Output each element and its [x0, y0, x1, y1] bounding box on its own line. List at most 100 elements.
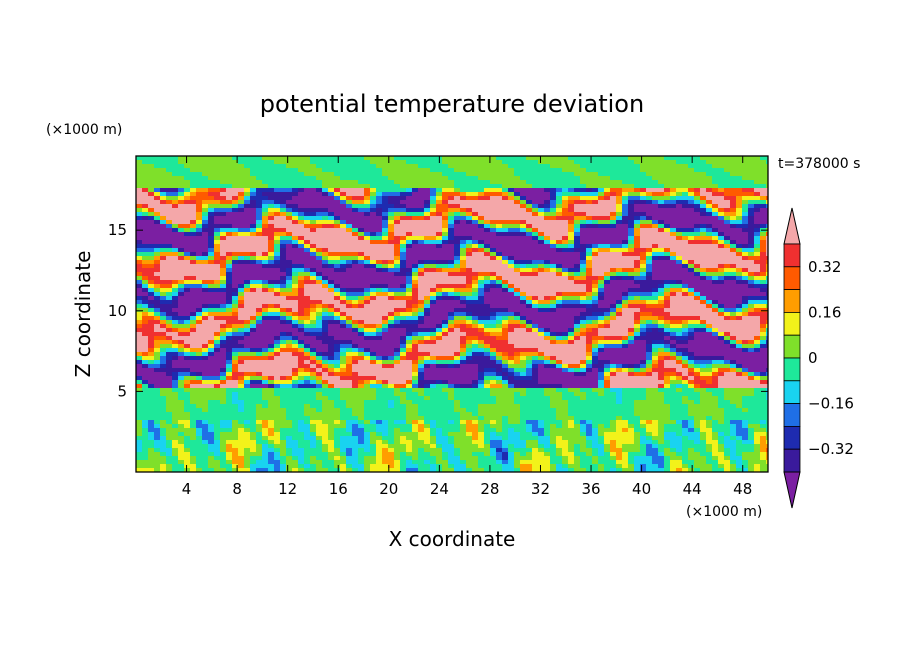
field-cell: [172, 276, 179, 281]
field-cell: [574, 224, 581, 229]
field-cell: [418, 224, 425, 229]
field-cell: [370, 216, 377, 221]
field-cell: [334, 296, 341, 301]
field-cell: [238, 328, 245, 333]
field-cell: [568, 212, 575, 217]
field-cell: [298, 248, 305, 253]
field-cell: [184, 288, 191, 293]
field-cell: [172, 284, 179, 289]
field-cell: [586, 336, 593, 341]
field-cell: [220, 268, 227, 273]
field-cell: [664, 328, 671, 333]
field-cell: [430, 276, 437, 281]
field-cell: [352, 160, 359, 165]
field-cell: [208, 312, 215, 317]
field-cell: [526, 336, 533, 341]
field-cell: [148, 340, 155, 345]
field-cell: [496, 280, 503, 285]
field-cell: [382, 204, 389, 209]
field-cell: [742, 272, 749, 277]
field-cell: [340, 188, 347, 193]
field-cell: [448, 272, 455, 277]
field-cell: [316, 276, 323, 281]
field-cell: [178, 264, 185, 269]
field-cell: [706, 276, 713, 281]
field-cell: [454, 316, 461, 321]
field-cell: [178, 212, 185, 217]
field-cell: [640, 312, 647, 317]
field-cell: [544, 204, 551, 209]
field-cell: [526, 212, 533, 217]
field-cell: [526, 188, 533, 193]
field-cell: [520, 316, 527, 321]
field-cell: [676, 204, 683, 209]
field-cell: [184, 328, 191, 333]
field-cell: [412, 176, 419, 181]
field-cell: [592, 316, 599, 321]
field-cell: [196, 192, 203, 197]
field-cell: [406, 220, 413, 225]
field-cell: [250, 160, 257, 165]
field-cell: [292, 336, 299, 341]
field-cell: [676, 336, 683, 341]
field-cell: [184, 320, 191, 325]
field-cell: [166, 336, 173, 341]
field-cell: [544, 336, 551, 341]
field-cell: [142, 336, 149, 341]
field-cell: [712, 236, 719, 241]
field-cell: [334, 188, 341, 193]
field-cell: [316, 300, 323, 305]
field-cell: [442, 220, 449, 225]
field-cell: [154, 192, 161, 197]
field-cell: [616, 160, 623, 165]
field-cell: [250, 292, 257, 297]
field-cell: [766, 288, 768, 293]
field-cell: [340, 228, 347, 233]
field-cell: [160, 248, 167, 253]
field-cell: [742, 216, 749, 221]
field-cell: [394, 280, 401, 285]
field-cell: [574, 284, 581, 289]
field-cell: [466, 272, 473, 277]
field-cell: [610, 332, 617, 337]
field-cell: [736, 272, 743, 277]
field-cell: [742, 200, 749, 205]
field-cell: [712, 156, 719, 161]
field-cell: [532, 248, 539, 253]
field-cell: [658, 212, 665, 217]
field-cell: [448, 316, 455, 321]
field-cell: [358, 260, 365, 265]
field-cell: [622, 164, 629, 169]
field-cell: [442, 196, 449, 201]
field-cell: [172, 172, 179, 177]
field-cell: [628, 288, 635, 293]
field-cell: [208, 200, 215, 205]
field-cell: [232, 340, 239, 345]
field-cell: [400, 224, 407, 229]
field-cell: [430, 216, 437, 221]
field-cell: [256, 184, 263, 189]
field-cell: [334, 180, 341, 185]
field-cell: [484, 200, 491, 205]
field-cell: [394, 288, 401, 293]
field-cell: [256, 328, 263, 333]
field-cell: [766, 328, 768, 333]
field-cell: [598, 300, 605, 305]
field-cell: [574, 292, 581, 297]
field-cell: [496, 168, 503, 173]
field-cell: [454, 188, 461, 193]
field-cell: [406, 232, 413, 237]
field-cell: [310, 216, 317, 221]
field-cell: [472, 292, 479, 297]
field-cell: [652, 220, 659, 225]
field-cell: [310, 172, 317, 177]
field-cell: [352, 196, 359, 201]
field-cell: [268, 188, 275, 193]
field-cell: [502, 288, 509, 293]
field-cell: [598, 272, 605, 277]
field-cell: [676, 320, 683, 325]
field-cell: [436, 188, 443, 193]
field-cell: [364, 156, 371, 161]
field-cell: [718, 244, 725, 249]
field-cell: [682, 224, 689, 229]
